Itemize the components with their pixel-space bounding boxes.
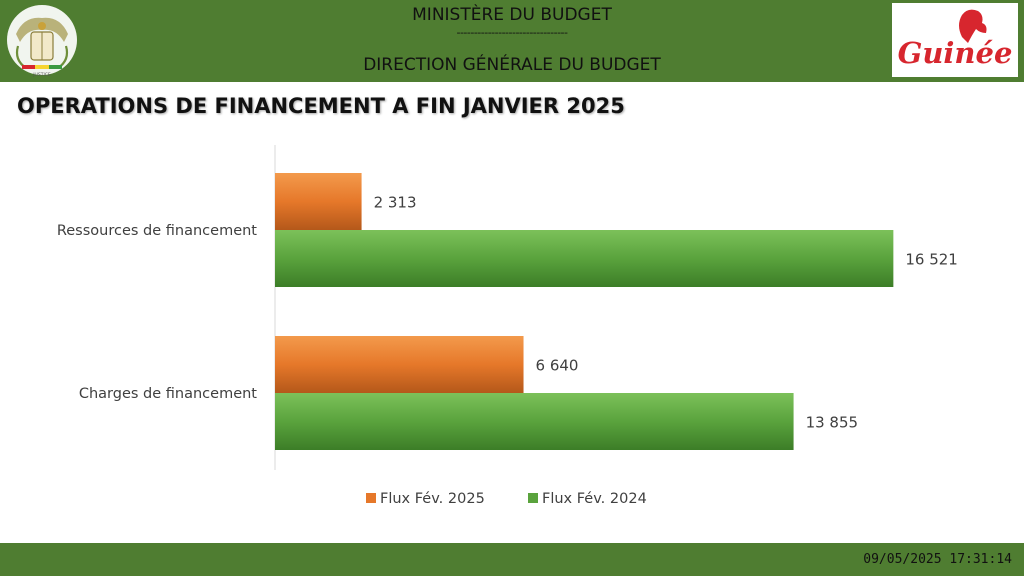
header-separator: -------------------------------- — [456, 26, 568, 39]
legend-swatch — [528, 493, 538, 503]
bar — [275, 336, 524, 393]
data-label: 6 640 — [536, 357, 579, 375]
data-label: 13 855 — [806, 414, 859, 432]
svg-text:Guinée: Guinée — [898, 36, 1013, 70]
header-band: JUSTICE MINISTÈRE DU BUDGET ------------… — [0, 0, 1024, 82]
direction-name: DIRECTION GÉNÉRALE DU BUDGET — [363, 55, 661, 75]
legend-swatch — [366, 493, 376, 503]
footer-band: 09/05/2025 17:31:14 — [0, 543, 1024, 576]
svg-text:JUSTICE: JUSTICE — [32, 72, 51, 78]
bar — [275, 173, 362, 230]
legend-label: Flux Fév. 2024 — [542, 491, 647, 507]
bar — [275, 393, 794, 450]
page-title: OPERATIONS DE FINANCEMENT A FIN JANVIER … — [17, 94, 625, 118]
legend-label: Flux Fév. 2025 — [380, 491, 485, 507]
data-label: 2 313 — [374, 194, 417, 212]
ministry-name: MINISTÈRE DU BUDGET — [412, 5, 612, 25]
bar — [275, 230, 894, 287]
coat-of-arms-icon: JUSTICE — [7, 5, 77, 78]
bar-chart: Ressources de financement 2 313 16 521 Char… — [57, 145, 958, 507]
data-label: 16 521 — [905, 251, 958, 269]
guinee-logo: Guinée — [892, 3, 1018, 77]
category-label: Ressources de financement — [57, 223, 257, 239]
category-label: Charges de financement — [79, 386, 257, 402]
timestamp: 09/05/2025 17:31:14 — [863, 552, 1012, 567]
